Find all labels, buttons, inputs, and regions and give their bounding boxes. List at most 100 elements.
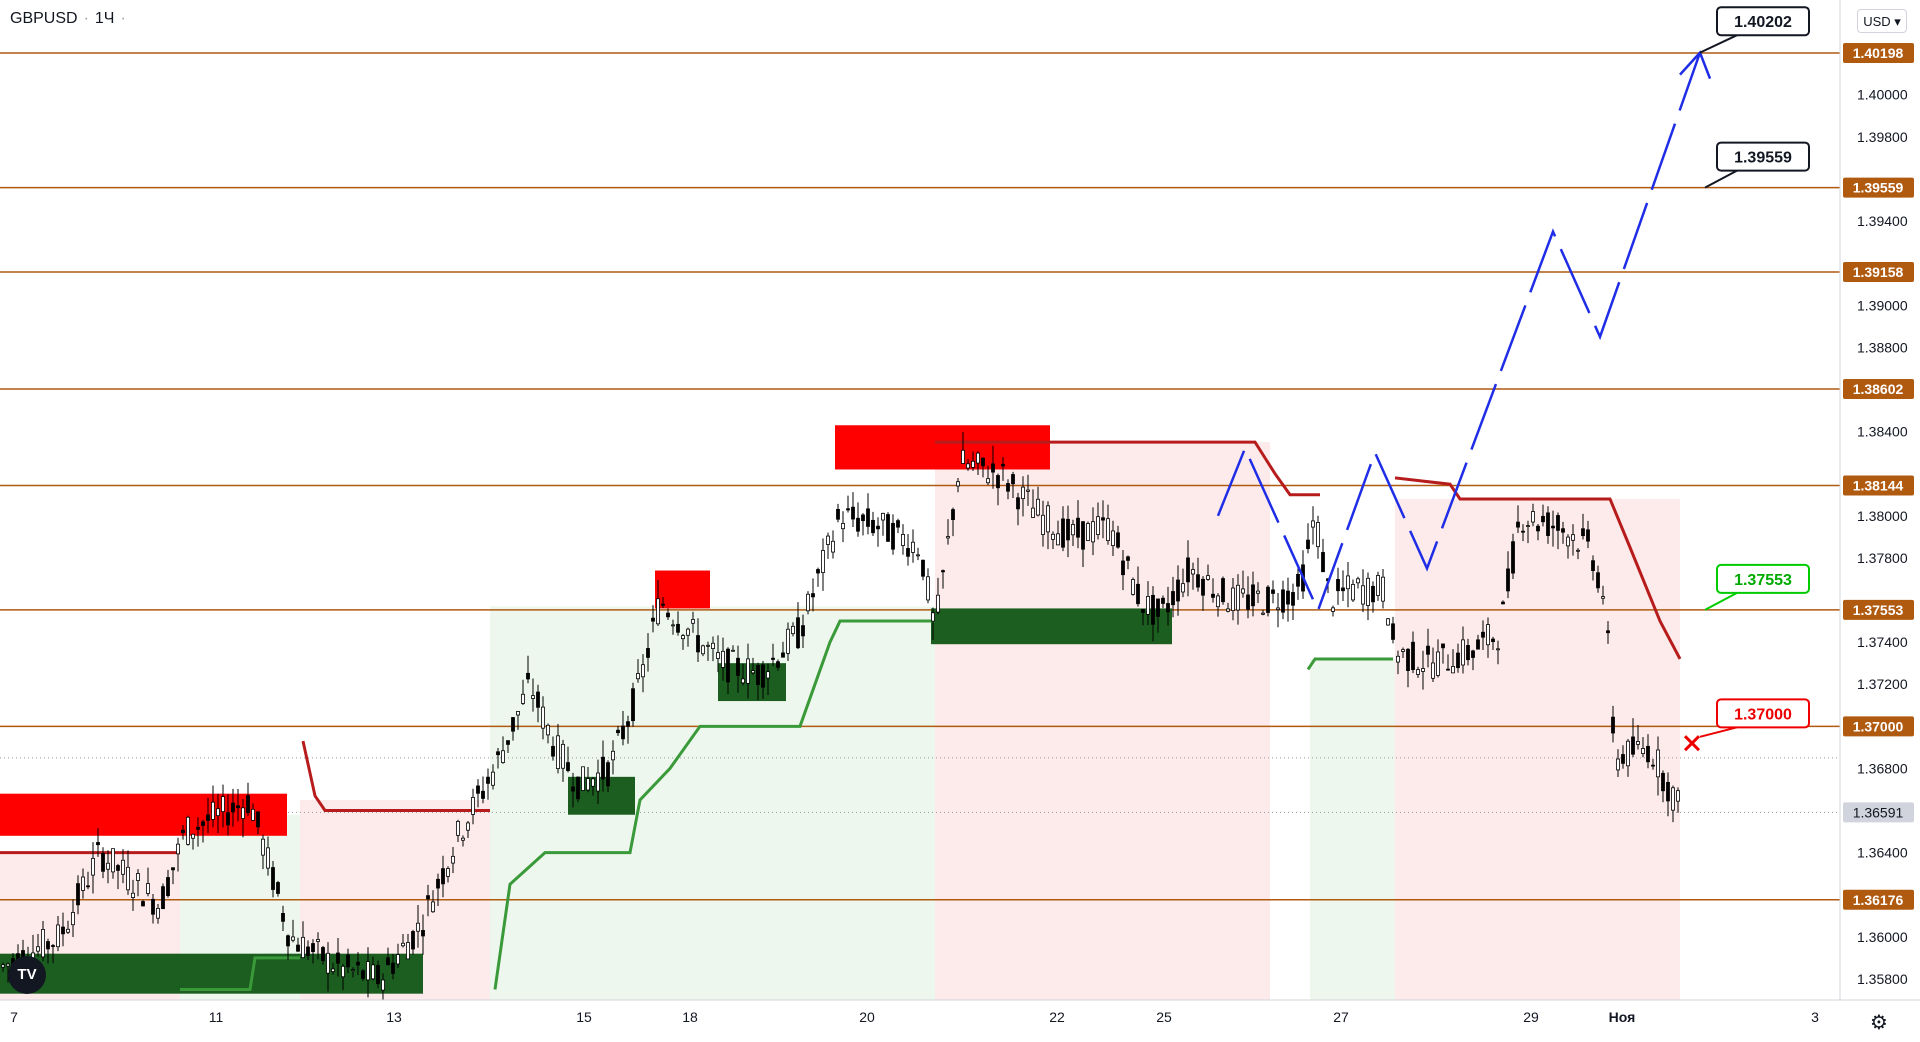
candle — [1546, 506, 1550, 544]
candle — [146, 867, 150, 897]
candle-body — [991, 463, 995, 473]
supply-zone — [655, 570, 710, 609]
candle-body — [726, 648, 730, 683]
x-tick-label: 27 — [1333, 1009, 1349, 1025]
candle — [1571, 524, 1575, 556]
candle — [36, 933, 40, 957]
candle-body — [1576, 549, 1580, 552]
currency-label: USD — [1863, 14, 1891, 29]
candle — [841, 511, 845, 543]
candle-body — [406, 942, 410, 960]
candle — [1196, 557, 1200, 592]
candle — [626, 715, 630, 744]
candle — [1631, 718, 1635, 758]
callout-box — [1716, 698, 1810, 729]
candle-body — [211, 801, 215, 820]
candle — [176, 837, 180, 872]
candle-body — [1581, 528, 1585, 537]
trailing-stop-down — [1394, 476, 1682, 660]
currency-dropdown[interactable]: USD ▾ — [1857, 9, 1907, 33]
candle-body — [1191, 569, 1195, 575]
demand-zone — [0, 953, 423, 994]
x-tick-label: 20 — [859, 1009, 875, 1025]
candle — [701, 644, 705, 657]
target-callout[interactable]: 1.37000 — [1699, 698, 1810, 738]
candle — [1511, 533, 1515, 579]
y-tick-label: 1.35800 — [1857, 971, 1908, 987]
candle — [261, 834, 265, 870]
candle — [476, 779, 480, 808]
candle-body — [361, 970, 365, 979]
candle — [301, 921, 305, 959]
x-tick-label: 13 — [386, 1009, 402, 1025]
candle-body — [1041, 514, 1045, 535]
candle-body — [276, 882, 280, 894]
candle-body — [1061, 518, 1065, 548]
candle — [311, 939, 315, 964]
candle-body — [231, 802, 235, 813]
target-callout[interactable]: 1.39559 — [1704, 141, 1810, 189]
candle — [61, 912, 65, 947]
candle-body — [1316, 522, 1320, 548]
candle-body — [941, 570, 945, 573]
candle — [241, 798, 245, 838]
candle — [451, 846, 455, 874]
candle-body — [1266, 586, 1270, 613]
candle-body — [651, 617, 655, 622]
candle — [1406, 648, 1410, 688]
candle-body — [1436, 651, 1440, 676]
level-price-tag — [1843, 889, 1914, 910]
candle-body — [251, 808, 255, 821]
target-callout[interactable]: 1.37553 — [1704, 563, 1810, 611]
candle — [1181, 568, 1185, 598]
candle-body — [1026, 489, 1030, 492]
candle — [256, 811, 260, 835]
candle — [591, 777, 595, 796]
candle-body — [1081, 521, 1085, 550]
candle-body — [411, 931, 415, 950]
candle — [561, 739, 565, 782]
candle-body — [1076, 517, 1080, 538]
candle — [691, 611, 695, 633]
candle-body — [896, 520, 900, 528]
candle — [566, 746, 570, 773]
candle — [646, 633, 650, 672]
candle — [1441, 643, 1445, 664]
candle-body — [1461, 639, 1465, 666]
gear-icon[interactable]: ⚙ — [1870, 1010, 1888, 1034]
candle-body — [556, 735, 560, 770]
callout-label: 1.37553 — [1734, 572, 1792, 589]
y-tick-label: 1.39400 — [1857, 213, 1908, 229]
candle-body — [1486, 624, 1490, 646]
candle-body — [781, 652, 785, 658]
candle-body — [551, 745, 555, 757]
candle-body — [741, 678, 745, 684]
candle — [981, 457, 985, 478]
candle — [851, 492, 855, 527]
x-tick-label: 22 — [1049, 1009, 1065, 1025]
candle — [291, 919, 295, 943]
candle — [471, 788, 475, 825]
stop-marker-icon — [1683, 735, 1701, 752]
candle-body — [1166, 603, 1170, 613]
candle — [1426, 628, 1430, 668]
candle — [1016, 492, 1020, 526]
candle — [971, 451, 975, 471]
candle — [306, 940, 310, 961]
candle-body — [1346, 575, 1350, 590]
candle — [1241, 570, 1245, 598]
target-callout[interactable]: 1.40202 — [1699, 6, 1810, 54]
symbol-header[interactable]: GBPUSD · 1Ч · — [10, 10, 126, 27]
candle — [1486, 617, 1490, 658]
tradingview-logo[interactable]: TV — [8, 956, 46, 994]
candle — [331, 962, 335, 975]
candle — [1291, 583, 1295, 620]
candle-body — [1121, 560, 1125, 576]
candle — [1271, 580, 1275, 604]
candle — [866, 493, 870, 535]
candle-body — [1086, 523, 1090, 542]
candle — [346, 948, 350, 974]
candle — [496, 747, 500, 769]
candle-body — [646, 648, 650, 658]
